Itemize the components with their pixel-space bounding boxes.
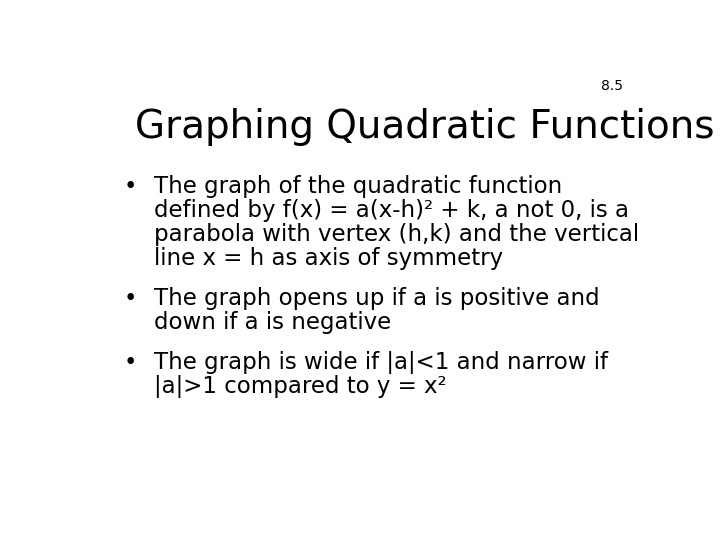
- Text: The graph opens up if a is positive and: The graph opens up if a is positive and: [154, 287, 600, 310]
- Text: Graphing Quadratic Functions: Graphing Quadratic Functions: [135, 109, 714, 146]
- Text: |a|>1 compared to y = x²: |a|>1 compared to y = x²: [154, 375, 447, 399]
- Text: defined by f(x) = a(x-h)² + k, a not 0, is a: defined by f(x) = a(x-h)² + k, a not 0, …: [154, 199, 629, 222]
- Text: 8.5: 8.5: [601, 79, 623, 93]
- Text: line x = h as axis of symmetry: line x = h as axis of symmetry: [154, 247, 503, 271]
- Text: The graph is wide if |a|<1 and narrow if: The graph is wide if |a|<1 and narrow if: [154, 352, 608, 374]
- Text: •: •: [124, 287, 137, 310]
- Text: down if a is negative: down if a is negative: [154, 312, 392, 334]
- Text: •: •: [124, 352, 137, 374]
- Text: •: •: [124, 175, 137, 198]
- Text: The graph of the quadratic function: The graph of the quadratic function: [154, 175, 562, 198]
- Text: parabola with vertex (h,k) and the vertical: parabola with vertex (h,k) and the verti…: [154, 223, 639, 246]
